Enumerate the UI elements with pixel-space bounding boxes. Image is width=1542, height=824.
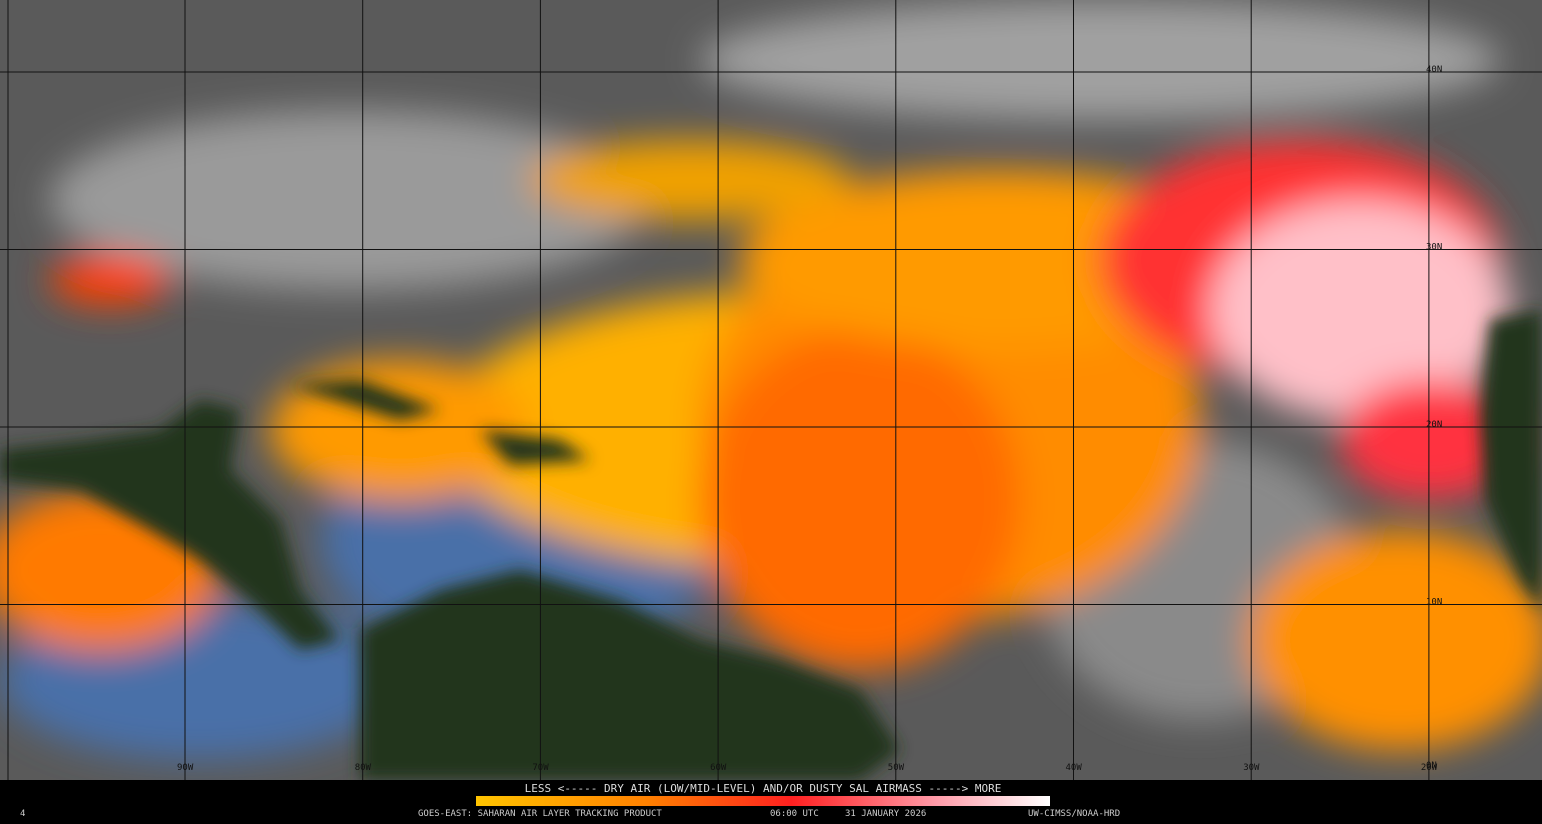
latitude-label: 20N xyxy=(1426,420,1442,430)
longitude-label: 50W xyxy=(888,763,905,773)
latitude-label: 30N xyxy=(1426,243,1442,253)
product-name: GOES-EAST: SAHARAN AIR LAYER TRACKING PR… xyxy=(418,809,662,819)
legend-caption: LESS <----- DRY AIR (LOW/MID-LEVEL) AND/… xyxy=(525,782,1002,795)
credit: UW-CIMSS/NOAA-HRD xyxy=(1028,809,1120,819)
imagery xyxy=(0,0,1542,780)
longitude-label: 80W xyxy=(355,763,372,773)
grid-labels: 40N 30N 20N 10N 0N 90W 80W 70W 60W 50W 40W 30W 20W xyxy=(177,65,1442,773)
longitude-label: 90W xyxy=(177,763,194,773)
time: 06:00 UTC xyxy=(770,809,819,819)
corner-number: 4 xyxy=(20,809,25,819)
longitude-label: 40W xyxy=(1066,763,1083,773)
longitude-label: 60W xyxy=(710,763,727,773)
longitude-label: 30W xyxy=(1243,763,1260,773)
lat-lon-grid xyxy=(0,0,1542,780)
latitude-label: 40N xyxy=(1426,65,1442,75)
color-scale xyxy=(476,796,1050,806)
longitude-label: 70W xyxy=(532,763,549,773)
latitude-label: 10N xyxy=(1426,598,1442,608)
date: 31 JANUARY 2026 xyxy=(845,809,926,819)
longitude-label: 20W xyxy=(1421,763,1438,773)
latitude-label: 0N xyxy=(1426,761,1437,771)
